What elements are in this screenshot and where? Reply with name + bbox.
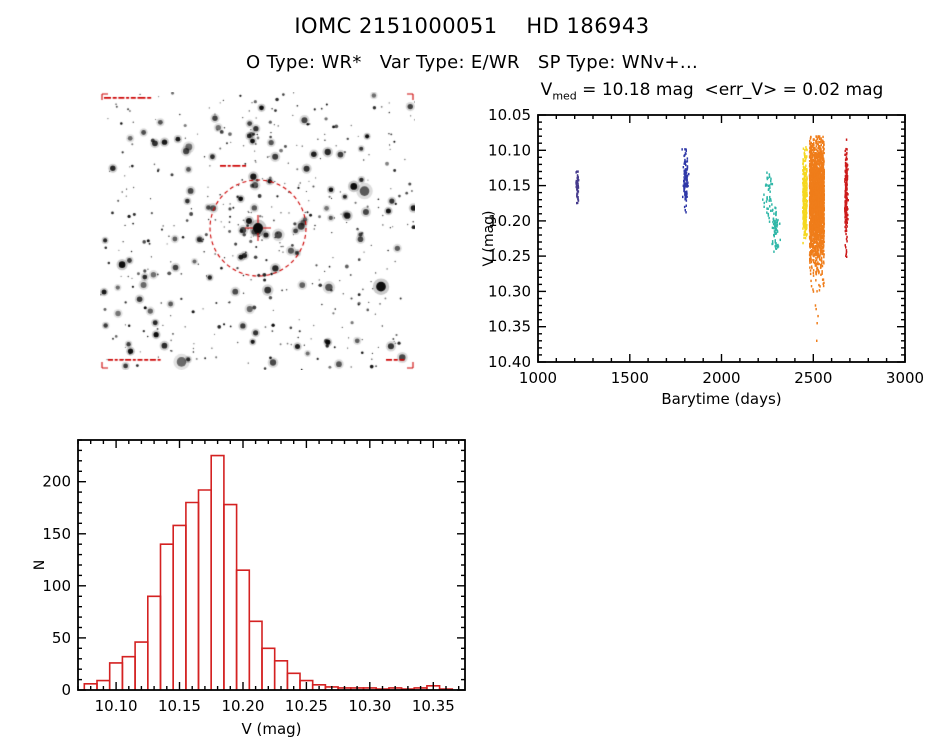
svg-text:50: 50 (52, 629, 71, 647)
svg-text:1000: 1000 (519, 369, 557, 387)
svg-text:V (mag): V (mag) (481, 210, 497, 266)
svg-text:10.30: 10.30 (348, 697, 391, 715)
page-title: IOMC 2151000051 HD 186943 (294, 14, 650, 38)
finder-chart-image (100, 92, 415, 370)
lightcurve-title-rest: = 10.18 mag <err_V> = 0.02 mag (576, 80, 884, 100)
lightcurve-title-v: V (540, 80, 553, 100)
svg-text:10.10: 10.10 (488, 141, 531, 159)
svg-text:10.05: 10.05 (488, 106, 531, 124)
page-subtitle: O Type: WR* Var Type: E/WR SP Type: WNv+… (246, 52, 698, 73)
svg-text:200: 200 (42, 473, 71, 491)
svg-text:2500: 2500 (794, 369, 832, 387)
svg-text:10.35: 10.35 (412, 697, 455, 715)
svg-text:V (mag): V (mag) (241, 720, 301, 738)
svg-text:150: 150 (42, 525, 71, 543)
svg-text:3000: 3000 (886, 369, 924, 387)
svg-text:10.10: 10.10 (95, 697, 138, 715)
lightcurve-plot: 1000 1500 2000 2500 3000 10.05 10.10 10.15 10.20… (481, 106, 924, 408)
svg-text:10.35: 10.35 (488, 318, 531, 336)
svg-text:0: 0 (61, 681, 71, 699)
svg-text:10.30: 10.30 (488, 282, 531, 300)
svg-text:100: 100 (42, 577, 71, 595)
svg-text:Barytime (days): Barytime (days) (661, 390, 781, 408)
lightcurve-title-sub: med (552, 89, 577, 103)
svg-text:10.25: 10.25 (285, 697, 328, 715)
svg-text:N: N (32, 560, 48, 570)
svg-text:10.15: 10.15 (488, 177, 531, 195)
svg-text:1500: 1500 (611, 369, 649, 387)
svg-text:10.40: 10.40 (488, 353, 531, 371)
svg-text:10.25: 10.25 (488, 247, 531, 265)
histogram-plot: 10.10 10.15 10.20 10.25 10.30 10.35 0 50 100 150 2… (32, 439, 466, 738)
svg-text:10.20: 10.20 (488, 212, 531, 230)
svg-text:10.20: 10.20 (222, 697, 265, 715)
svg-text:10.15: 10.15 (158, 697, 201, 715)
lightcurve-title: Vmed = 10.18 mag <err_V> = 0.02 mag (480, 80, 944, 102)
svg-text:2000: 2000 (702, 369, 740, 387)
